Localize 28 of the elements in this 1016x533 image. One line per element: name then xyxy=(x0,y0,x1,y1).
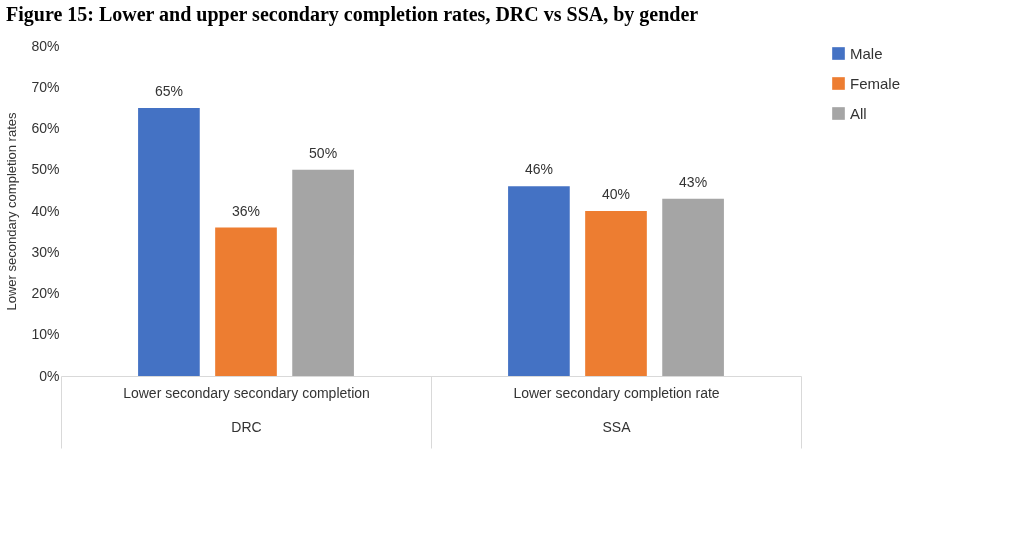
y-axis-title: Lower secondary completion rates xyxy=(4,112,20,311)
bar xyxy=(292,169,354,376)
y-tick-label: 20% xyxy=(31,285,60,301)
y-tick-label: 60% xyxy=(31,120,60,136)
bar xyxy=(215,227,277,376)
bar xyxy=(585,211,647,376)
data-label: 43% xyxy=(679,173,708,190)
y-tick-label: 80% xyxy=(31,37,60,54)
data-label: 50% xyxy=(309,144,338,161)
legend-label: Male xyxy=(850,44,883,62)
data-label: 65% xyxy=(154,82,183,99)
legend-label: Female xyxy=(850,74,901,92)
legend-label: All xyxy=(850,104,867,122)
bar xyxy=(508,186,570,376)
bar xyxy=(662,198,724,376)
data-label: 40% xyxy=(601,186,631,202)
chart-title: Figure 15: Lower and upper secondary completion rates, DRC vs SSA, by gender xyxy=(5,3,699,26)
category-label: Lower secondary secondary completion DRC xyxy=(123,384,370,435)
data-label: 46% xyxy=(524,161,553,178)
y-tick-label: 50% xyxy=(31,161,60,178)
y-tick-label: 0% xyxy=(39,367,60,384)
y-tick-label: 70% xyxy=(31,78,60,95)
bar xyxy=(138,107,200,376)
y-tick-label: 40% xyxy=(31,202,60,219)
y-tick-label: 10% xyxy=(31,326,60,343)
y-tick-label: 30% xyxy=(31,243,60,260)
data-label: 36% xyxy=(231,202,261,219)
category-label: Lower secondary completion rate SSA xyxy=(513,384,720,435)
